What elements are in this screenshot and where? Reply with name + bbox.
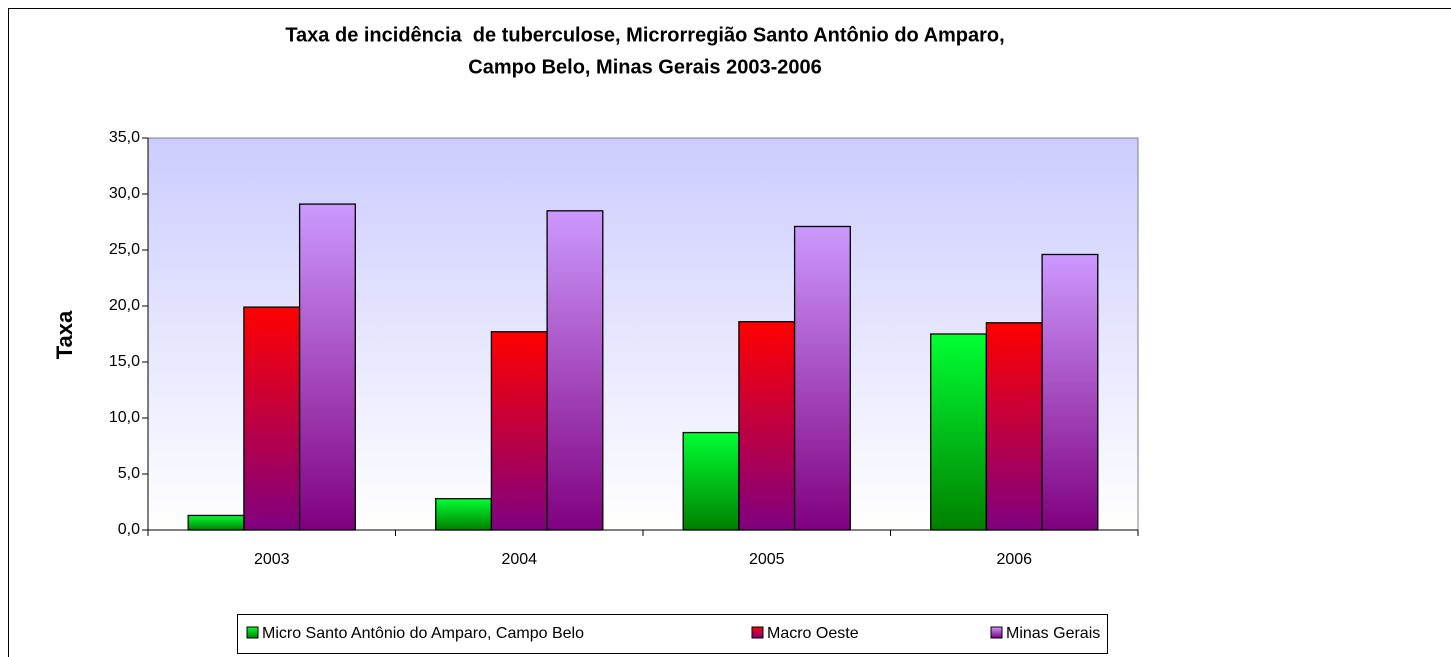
x-tick-label: 2004	[501, 551, 537, 568]
y-tick-label: 10,0	[109, 409, 140, 426]
bar	[298, 203, 356, 531]
legend	[237, 614, 1108, 654]
chart-title: Campo Belo, Minas Gerais 2003-2006	[468, 56, 822, 78]
x-tick-label: 2006	[996, 551, 1032, 568]
legend-swatch	[246, 626, 259, 639]
legend-label: Micro Santo Antônio do Amparo, Campo Bel…	[262, 625, 584, 642]
x-tick-label: 2003	[254, 551, 290, 568]
legend-swatch	[990, 626, 1003, 639]
bar	[546, 210, 604, 531]
bar	[187, 514, 245, 531]
y-tick-label: 0,0	[118, 521, 140, 538]
y-tick-label: 30,0	[109, 185, 140, 202]
bar	[930, 333, 988, 531]
bar	[435, 497, 493, 531]
bar	[738, 321, 796, 531]
y-tick-label: 35,0	[109, 129, 140, 146]
bar	[985, 322, 1043, 531]
bar	[243, 306, 301, 531]
bar	[682, 431, 740, 531]
y-axis-label: Taxa	[52, 310, 77, 359]
bar	[490, 331, 548, 531]
legend-swatch	[751, 626, 764, 639]
y-tick-label: 25,0	[109, 241, 140, 258]
y-tick-label: 15,0	[109, 353, 140, 370]
legend-label: Minas Gerais	[1006, 625, 1100, 642]
bar	[793, 225, 851, 531]
legend-label: Macro Oeste	[767, 625, 859, 642]
x-tick-label: 2005	[749, 551, 785, 568]
chart-title: Taxa de incidência de tuberculose, Micro…	[285, 24, 1004, 46]
y-tick-label: 5,0	[118, 465, 140, 482]
y-tick-label: 20,0	[109, 297, 140, 314]
bar	[1041, 253, 1099, 531]
